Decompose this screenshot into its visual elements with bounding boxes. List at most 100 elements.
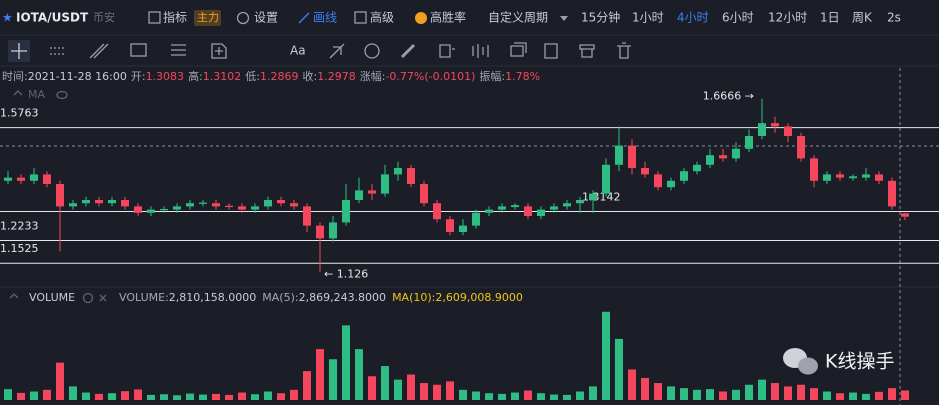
volume-bar bbox=[784, 386, 792, 400]
volume-bar bbox=[43, 389, 51, 400]
volume-bar bbox=[823, 391, 831, 400]
volume-bar bbox=[615, 338, 623, 400]
group-tool[interactable] bbox=[579, 44, 595, 58]
winrate-icon[interactable] bbox=[415, 12, 427, 24]
info-label: 振幅: bbox=[479, 69, 505, 83]
candle-body bbox=[576, 200, 584, 204]
candle-body bbox=[654, 174, 662, 188]
volume-bar bbox=[173, 395, 181, 400]
wechat-icon bbox=[798, 357, 818, 375]
menu-item[interactable]: 指标 bbox=[163, 10, 187, 25]
volume-bar bbox=[95, 393, 103, 400]
eye-icon[interactable] bbox=[56, 90, 68, 100]
candle-body bbox=[680, 171, 688, 181]
fib-tool[interactable] bbox=[171, 44, 186, 56]
badge-bg bbox=[194, 10, 221, 26]
info-label: 涨幅: bbox=[360, 70, 386, 83]
lock-tool[interactable] bbox=[439, 44, 455, 58]
symbol[interactable]: IOTA/USDT bbox=[16, 11, 89, 25]
copy-tool[interactable] bbox=[510, 42, 527, 57]
volume-bar bbox=[771, 383, 779, 400]
crosshair-tool[interactable] bbox=[11, 43, 27, 59]
volume-bar bbox=[433, 384, 441, 400]
toolbar-items: 指标 设置 画线 高级 高胜率 15分钟 1小时 4小时 6小时 12小时 1日 周K 2s bbox=[163, 10, 901, 25]
collapse-icon[interactable] bbox=[9, 293, 19, 299]
custom-period[interactable]: 自定义周期 bbox=[488, 10, 548, 25]
candle-body bbox=[290, 203, 298, 207]
candle-body bbox=[628, 145, 636, 168]
candle-body bbox=[719, 155, 727, 159]
volume-bar bbox=[706, 389, 714, 400]
period[interactable]: 2s bbox=[887, 11, 901, 25]
candle-body bbox=[875, 174, 883, 181]
volume-info-value: 2,609,008.9000 bbox=[435, 291, 522, 304]
delete-tool[interactable] bbox=[617, 42, 631, 59]
ruler-tool[interactable] bbox=[400, 43, 416, 59]
indicator-icon[interactable] bbox=[148, 11, 161, 24]
badge[interactable]: 主力 bbox=[197, 11, 219, 24]
period[interactable]: 周K bbox=[852, 11, 873, 25]
period[interactable]: 1日 bbox=[820, 11, 840, 25]
draw-icon[interactable] bbox=[298, 12, 310, 24]
high-annotation: 1.6666 → bbox=[703, 90, 754, 103]
text-tool[interactable]: Aa bbox=[290, 44, 306, 58]
channel-tool[interactable] bbox=[89, 43, 109, 59]
advanced-icon[interactable] bbox=[354, 11, 367, 24]
volume-bar bbox=[758, 379, 766, 400]
volume-bar bbox=[303, 371, 311, 400]
menu-item[interactable]: 高级 bbox=[370, 10, 394, 25]
candle-body bbox=[147, 209, 155, 213]
period[interactable]: 12小时 bbox=[768, 11, 807, 25]
period[interactable]: 15分钟 bbox=[581, 10, 620, 25]
volume-info-label: MA(10): bbox=[392, 291, 435, 304]
volume-bar bbox=[381, 366, 389, 400]
candle-body bbox=[901, 213, 909, 217]
volume-bar bbox=[875, 391, 883, 400]
volume-bar bbox=[836, 393, 844, 400]
collapse-icon[interactable] bbox=[13, 90, 23, 96]
candle-body bbox=[524, 206, 532, 216]
candle-body bbox=[498, 206, 506, 210]
info-line: 时间:2021-11-28 16:00 开:1.3083 高:1.3102 低:1.2… bbox=[2, 69, 540, 83]
volume-info-label: VOLUME: bbox=[119, 291, 169, 304]
candle-body bbox=[199, 202, 207, 204]
volume-info: VOLUME:2,810,158.0000 MA(5):2,869,243.800… bbox=[119, 291, 523, 304]
visible-tool[interactable] bbox=[472, 44, 489, 58]
menu-item[interactable]: 画线 bbox=[313, 11, 337, 25]
exchange: 币安 bbox=[93, 10, 115, 24]
volume-bar bbox=[472, 391, 480, 400]
magnet-tool[interactable] bbox=[364, 43, 380, 59]
volume-bar bbox=[550, 394, 558, 400]
period[interactable]: 1小时 bbox=[632, 11, 664, 25]
settings-icon[interactable] bbox=[236, 11, 250, 25]
volume-bar bbox=[17, 392, 25, 400]
menu-item[interactable]: 设置 bbox=[254, 11, 278, 25]
menu-item[interactable]: 高胜率 bbox=[430, 10, 466, 25]
volume-bar bbox=[69, 386, 77, 400]
brush-tool[interactable] bbox=[329, 43, 345, 59]
level-label: 1.3142 bbox=[582, 190, 621, 203]
candle-body bbox=[836, 174, 844, 178]
candle-body bbox=[95, 200, 103, 204]
volume-close[interactable] bbox=[99, 294, 107, 302]
star-icon[interactable]: ★ bbox=[2, 11, 13, 25]
candle-body bbox=[784, 126, 792, 136]
volume-bar bbox=[160, 394, 168, 400]
period[interactable]: 6小时 bbox=[722, 11, 754, 25]
candle-body bbox=[173, 206, 181, 210]
measure-tool[interactable] bbox=[211, 43, 227, 59]
volume-settings[interactable] bbox=[82, 292, 94, 304]
candle-body bbox=[17, 177, 25, 181]
candle-body bbox=[433, 203, 441, 220]
candle-body bbox=[160, 208, 168, 211]
layers-tool[interactable] bbox=[544, 43, 558, 59]
info-label: 时间: bbox=[2, 70, 28, 83]
period[interactable]: 4小时 bbox=[677, 11, 709, 25]
info-label: 低: bbox=[245, 70, 260, 83]
rect-tool[interactable] bbox=[130, 43, 147, 57]
volume-bar bbox=[212, 393, 220, 400]
volume-bar bbox=[459, 389, 467, 400]
candle-body bbox=[446, 219, 454, 232]
line-tool[interactable] bbox=[50, 47, 66, 55]
